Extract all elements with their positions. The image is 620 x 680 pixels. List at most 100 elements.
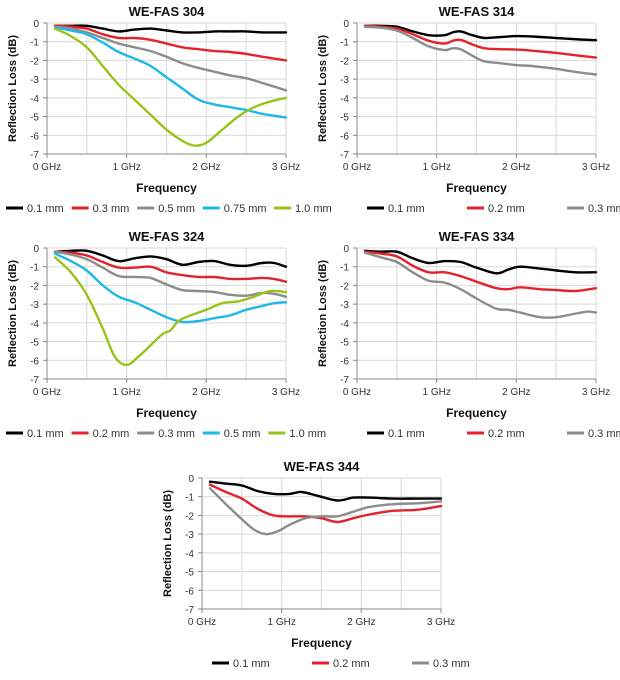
x-tick-label: 0 GHz (33, 162, 61, 173)
x-axis-label: Frequency (136, 181, 197, 195)
series-line-0-2-mm (53, 250, 288, 283)
x-tick-label: 3 GHz (582, 162, 610, 173)
x-tick-label: 2 GHz (192, 162, 220, 173)
legend-item-0-3-mm: 0.3 mm (567, 203, 620, 215)
legend-item-0-75-mm: 0.75 mm (202, 203, 267, 215)
series-line-0-5-mm (53, 252, 288, 324)
series-line-0-1-mm (363, 249, 598, 275)
legend-label: 0.1 mm (27, 203, 64, 215)
y-tick-label: -5 (340, 338, 349, 349)
chart-we-fas-344: WE-FAS 344 0 -1 -2 -3 -4 -5 -6 -70 GHz 1 GHz 2 GHz… (162, 459, 470, 670)
x-tick-label: 1 GHz (112, 387, 140, 398)
y-tick-label: -7 (185, 605, 194, 616)
legend-label: 0.5 mm (224, 428, 261, 440)
chart-we-fas-324: WE-FAS 324 0 -1 -2 -3 -4 -5 -6 -70 GHz 1 GHz 2 GHz… (6, 229, 326, 440)
y-tick-label: -4 (30, 319, 39, 330)
chart-we-fas-314: WE-FAS 314 0 -1 -2 -3 -4 -5 -6 -70 GHz 1 GHz 2 GHz… (317, 4, 620, 215)
chart-title: WE-FAS 334 (439, 229, 516, 244)
chart-title: WE-FAS 344 (284, 459, 361, 474)
legend-label: 0.1 mm (388, 428, 425, 440)
series-line-0-1-mm (53, 249, 288, 268)
x-tick-label: 0 GHz (343, 387, 371, 398)
y-tick-label: -4 (340, 319, 349, 330)
y-tick-label: -1 (30, 38, 39, 49)
series-line-0-1-mm (53, 24, 288, 34)
y-tick-label: 0 (343, 19, 349, 30)
legend-label: 0.1 mm (388, 203, 425, 215)
series-line-0-3-mm (53, 250, 288, 298)
legend-item-0-1-mm: 0.1 mm (367, 428, 425, 440)
legend-label: 0.3 mm (93, 203, 130, 215)
legend-item-1-0-mm: 1.0 mm (274, 203, 332, 215)
legend-item-0-2-mm: 0.2 mm (71, 428, 130, 440)
series-line-0-5-mm (53, 25, 288, 92)
legend-item-0-3-mm: 0.3 mm (412, 658, 470, 670)
x-axis-label: Frequency (291, 636, 352, 650)
y-tick-label: -5 (185, 568, 194, 579)
y-tick-label: -3 (185, 530, 194, 541)
legend-item-0-1-mm: 0.1 mm (367, 203, 425, 215)
legend-item-0-2-mm: 0.2 mm (467, 428, 525, 440)
series-line-0-2-mm (363, 250, 598, 293)
series-line-0-3-mm (208, 487, 443, 536)
x-tick-label: 2 GHz (502, 387, 530, 398)
y-tick-label: -1 (340, 263, 349, 274)
x-axis-label: Frequency (446, 406, 507, 420)
y-tick-label: 0 (343, 244, 349, 255)
y-tick-label: -4 (185, 549, 194, 560)
legend-label: 0.3 mm (588, 203, 620, 215)
y-tick-label: -1 (340, 38, 349, 49)
x-tick-label: 0 GHz (343, 162, 371, 173)
series-line-0-3-mm (53, 24, 288, 62)
y-tick-label: -7 (340, 150, 349, 161)
legend-item-0-3-mm: 0.3 mm (137, 428, 195, 440)
y-tick-label: -3 (340, 300, 349, 311)
x-tick-label: 3 GHz (582, 387, 610, 398)
y-tick-label: -6 (185, 586, 194, 597)
y-tick-label: -2 (340, 56, 349, 67)
x-tick-label: 3 GHz (427, 617, 455, 628)
legend-label: 0.2 mm (93, 428, 130, 440)
series-line-0-1-mm (208, 480, 443, 502)
y-tick-label: 0 (33, 19, 39, 30)
y-tick-label: -4 (30, 94, 39, 105)
x-axis-label: Frequency (136, 406, 197, 420)
legend-item-0-5-mm: 0.5 mm (137, 203, 195, 215)
series-line-0-3-mm (363, 251, 598, 319)
x-tick-label: 1 GHz (422, 387, 450, 398)
y-axis-label: Reflection Loss (dB) (7, 35, 19, 142)
y-tick-label: -6 (30, 356, 39, 367)
series-line-0-3-mm (363, 25, 598, 76)
y-tick-label: -2 (340, 281, 349, 292)
legend-label: 1.0 mm (295, 203, 332, 215)
legend-item-0-2-mm: 0.2 mm (467, 203, 525, 215)
x-axis-label: Frequency (446, 181, 507, 195)
legend-label: 0.2 mm (488, 203, 525, 215)
legend-label: 0.75 mm (224, 203, 267, 215)
y-axis-label: Reflection Loss (dB) (317, 260, 329, 367)
y-tick-label: -6 (340, 131, 349, 142)
y-tick-label: -1 (185, 493, 194, 504)
x-tick-label: 0 GHz (188, 617, 216, 628)
series-line-0-75-mm (53, 26, 288, 119)
chart-title: WE-FAS 304 (129, 4, 206, 19)
y-tick-label: 0 (188, 474, 194, 485)
y-tick-label: -7 (340, 375, 349, 386)
chart-we-fas-304: WE-FAS 304 0 -1 -2 -3 -4 -5 -6 -70 GHz 1 GHz 2 GHz… (6, 4, 332, 215)
legend-label: 0.2 mm (333, 658, 370, 670)
legend-label: 0.1 mm (233, 658, 270, 670)
x-tick-label: 2 GHz (347, 617, 375, 628)
x-tick-label: 3 GHz (272, 162, 300, 173)
x-tick-label: 1 GHz (267, 617, 295, 628)
series-line-0-2-mm (363, 24, 598, 59)
y-tick-label: 0 (33, 244, 39, 255)
legend-label: 0.1 mm (27, 428, 64, 440)
chart-title: WE-FAS 314 (439, 4, 516, 19)
x-tick-label: 2 GHz (192, 387, 220, 398)
y-tick-label: -5 (30, 338, 39, 349)
legend-label: 0.3 mm (588, 428, 620, 440)
chart-we-fas-334: WE-FAS 334 0 -1 -2 -3 -4 -5 -6 -70 GHz 1 GHz 2 GHz… (317, 229, 620, 440)
legend-item-0-2-mm: 0.2 mm (312, 658, 370, 670)
y-tick-label: -4 (340, 94, 349, 105)
y-axis-label: Reflection Loss (dB) (7, 260, 19, 367)
